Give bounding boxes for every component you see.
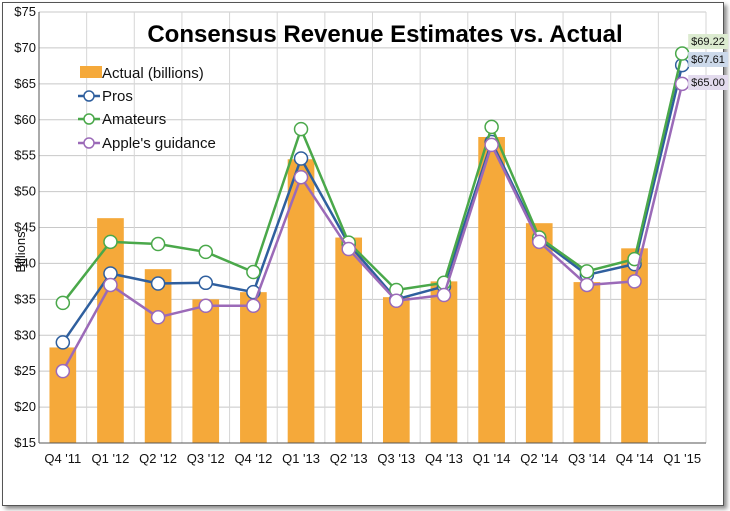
end-label-pros: $67.61 bbox=[691, 54, 725, 66]
point-amateurs bbox=[674, 46, 690, 61]
legend-marker-amateurs bbox=[83, 113, 95, 125]
y-tick-label: $75 bbox=[14, 4, 36, 19]
y-axis-label: Billions bbox=[13, 231, 28, 273]
point-apple-s-guidance bbox=[55, 363, 71, 379]
x-tick-label: Q4 '12 bbox=[234, 451, 272, 466]
point-apple-s-guidance bbox=[103, 277, 118, 293]
y-tick-label: $25 bbox=[14, 363, 36, 378]
point-pros bbox=[293, 151, 309, 166]
point-amateurs bbox=[150, 236, 166, 252]
point-pros bbox=[198, 275, 213, 291]
bar-actual-billions bbox=[240, 292, 267, 443]
axes: $15 $20 $25 $30 $35 $40 $45 $50 $55 $60 $65 $70 $75 Q… bbox=[14, 4, 706, 466]
bar-actual-billions bbox=[335, 237, 363, 443]
point-apple-s-guidance bbox=[484, 137, 499, 153]
point-apple-s-guidance bbox=[436, 287, 452, 303]
y-tick-label: $55 bbox=[14, 148, 36, 163]
end-label-apple-s-guidance: $65.00 bbox=[691, 77, 725, 89]
legend-label-pros: Pros bbox=[102, 88, 133, 105]
point-apple-s-guidance bbox=[150, 310, 166, 325]
y-tick-label: $45 bbox=[14, 220, 36, 235]
bar-actual-billions bbox=[382, 297, 410, 443]
line-amateurs bbox=[61, 53, 684, 304]
x-tick-label: Q3 '12 bbox=[187, 451, 225, 466]
point-apple-s-guidance bbox=[246, 298, 261, 314]
bar-series bbox=[49, 136, 648, 444]
end-value-labels: $69.22 $67.61 $65.00 bbox=[688, 34, 729, 90]
point-pros bbox=[150, 276, 166, 291]
point-amateurs bbox=[579, 264, 595, 279]
y-tick-label: $30 bbox=[14, 327, 36, 342]
y-tick-label: $70 bbox=[14, 40, 36, 55]
point-amateurs bbox=[484, 119, 499, 135]
point-apple-s-guidance bbox=[532, 234, 547, 250]
point-apple-s-guidance bbox=[341, 241, 356, 257]
legend-label-guidance: Apple's guidance bbox=[102, 135, 216, 152]
point-amateurs bbox=[246, 264, 261, 280]
x-tick-label: Q2 '12 bbox=[139, 451, 177, 466]
x-tick-label: Q2 '13 bbox=[330, 451, 368, 466]
legend-swatch-actual bbox=[80, 66, 102, 78]
point-amateurs bbox=[198, 244, 213, 260]
bar-actual-billions bbox=[192, 299, 220, 443]
legend-marker-guidance bbox=[83, 137, 95, 149]
line-series bbox=[55, 46, 690, 379]
legend: Actual (billions) Pros Amateurs Apple's … bbox=[78, 65, 216, 152]
point-apple-s-guidance bbox=[579, 277, 595, 293]
bar-actual-billions bbox=[144, 269, 172, 443]
x-tick-label: Q4 '11 bbox=[44, 451, 81, 466]
chart-title: Consensus Revenue Estimates vs. Actual bbox=[147, 21, 622, 48]
bar-actual-billions bbox=[49, 347, 77, 443]
y-tick-label: $65 bbox=[14, 76, 36, 91]
point-pros bbox=[55, 335, 71, 350]
x-tick-label: Q1 '12 bbox=[92, 451, 130, 466]
y-tick-label: $35 bbox=[14, 291, 36, 306]
bar-actual-billions bbox=[478, 136, 505, 444]
x-tick-label: Q1 '13 bbox=[282, 451, 320, 466]
legend-marker-pros bbox=[83, 90, 95, 102]
x-tick-label: Q4 '13 bbox=[425, 451, 463, 466]
bar-actual-billions bbox=[525, 223, 553, 443]
legend-label-amateurs: Amateurs bbox=[102, 111, 166, 128]
point-apple-s-guidance bbox=[674, 76, 690, 92]
bar-actual-billions bbox=[287, 159, 315, 443]
y-tick-label: $50 bbox=[14, 184, 36, 199]
end-label-amateurs: $69.22 bbox=[691, 36, 725, 48]
end-label-bg-amateurs bbox=[688, 34, 729, 49]
x-tick-label: Q2 '14 bbox=[520, 451, 558, 466]
end-label-bg-apple-s-guidance bbox=[688, 75, 729, 90]
end-label-bg-pros bbox=[688, 52, 729, 67]
x-tick-label: Q3 '14 bbox=[568, 451, 606, 466]
bar-actual-billions bbox=[97, 218, 124, 443]
bar-actual-billions bbox=[573, 282, 601, 443]
legend-label-actual: Actual (billions) bbox=[102, 65, 204, 82]
point-amateurs bbox=[293, 121, 309, 137]
point-apple-s-guidance bbox=[198, 298, 213, 314]
x-tick-label: Q4 '14 bbox=[616, 451, 654, 466]
y-tick-label: $40 bbox=[14, 255, 36, 270]
point-apple-s-guidance bbox=[389, 293, 404, 309]
line-pros bbox=[61, 64, 684, 344]
point-amateurs bbox=[103, 234, 118, 250]
y-tick-label: $60 bbox=[14, 112, 36, 127]
x-tick-label: Q1 '15 bbox=[663, 451, 701, 466]
y-tick-label: $20 bbox=[14, 399, 36, 414]
bar-actual-billions bbox=[430, 281, 458, 443]
x-tick-label: Q1 '14 bbox=[473, 451, 511, 466]
line-apple-s-guidance bbox=[61, 83, 684, 372]
point-apple-s-guidance bbox=[627, 274, 642, 289]
x-tick-label: Q3 '13 bbox=[377, 451, 415, 466]
point-amateurs bbox=[55, 295, 71, 311]
y-tick-label: $15 bbox=[14, 435, 36, 450]
point-apple-s-guidance bbox=[293, 169, 309, 185]
